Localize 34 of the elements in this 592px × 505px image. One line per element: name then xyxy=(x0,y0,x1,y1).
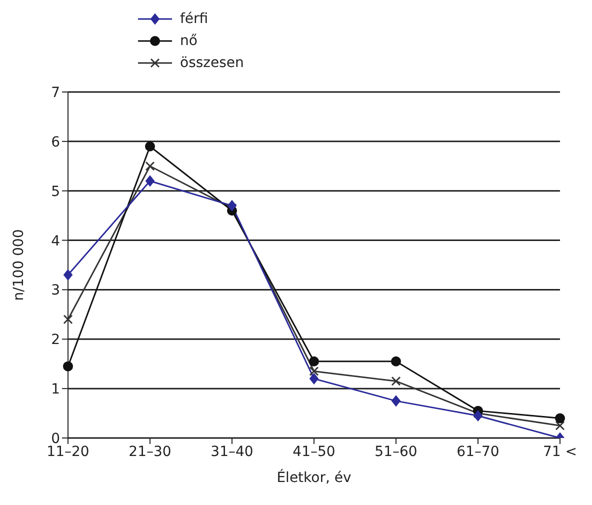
point xyxy=(309,366,319,376)
legend-label: összesen xyxy=(180,55,244,71)
y-tick-label: 2 xyxy=(51,332,60,348)
point xyxy=(391,356,401,366)
x-tick-label: 61–70 xyxy=(456,444,500,460)
point xyxy=(391,376,401,386)
point xyxy=(474,410,482,422)
point xyxy=(392,395,400,406)
y-tick-label: 6 xyxy=(51,134,60,150)
point xyxy=(64,269,72,280)
x-tick-label: 71 < xyxy=(543,444,577,460)
point xyxy=(146,175,154,186)
point xyxy=(63,361,73,372)
y-tick-label: 7 xyxy=(51,84,60,101)
x-tick-label: 31–40 xyxy=(210,444,254,460)
y-tick-label: 1 xyxy=(51,382,60,398)
point xyxy=(145,141,155,152)
x-axis-title: Életkor, év xyxy=(276,469,352,486)
point xyxy=(555,413,565,424)
x-tick-label: 41–50 xyxy=(292,444,336,460)
point xyxy=(309,356,319,366)
y-tick-label: 3 xyxy=(51,282,60,299)
point xyxy=(555,420,565,430)
legend-label: nő xyxy=(180,33,198,49)
point xyxy=(310,373,318,384)
x-tick-label: 21–30 xyxy=(128,444,172,460)
point xyxy=(145,161,155,171)
y-tick-label: 5 xyxy=(51,184,60,200)
legend-label: férfi xyxy=(180,11,208,27)
y-tick-label: 4 xyxy=(51,233,60,250)
x-tick-label: 51–60 xyxy=(374,444,418,460)
y-axis-title: n/100 000 xyxy=(10,229,27,301)
point xyxy=(228,200,236,212)
point xyxy=(63,314,73,324)
